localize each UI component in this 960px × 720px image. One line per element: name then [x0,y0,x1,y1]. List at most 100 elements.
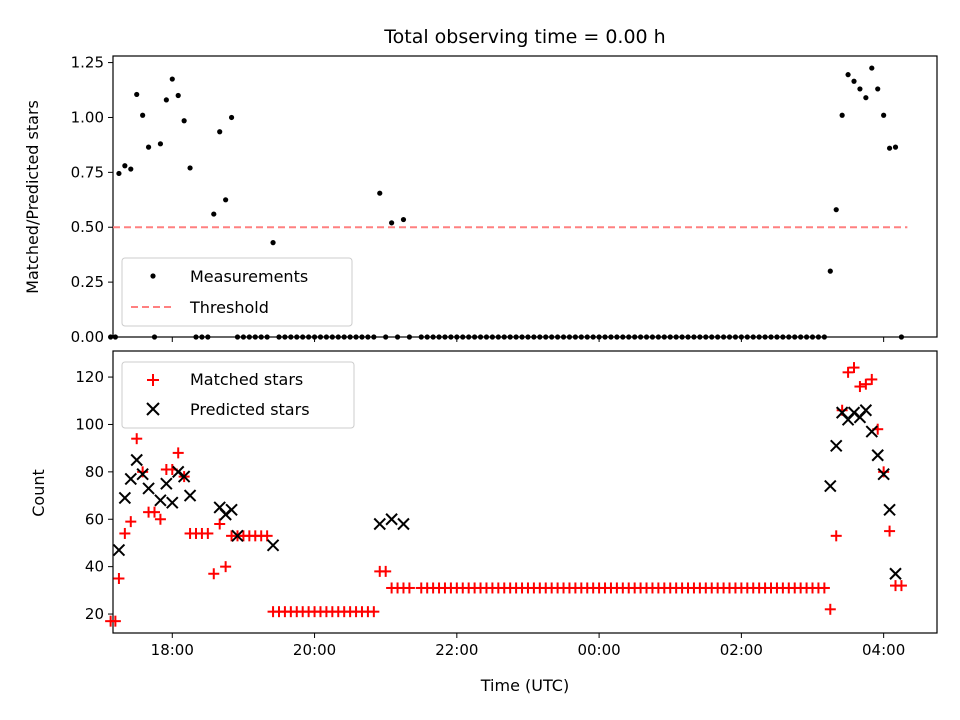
measurement-point [276,334,282,340]
measurement-point [780,334,786,340]
measurement-point [466,334,472,340]
top-y-axis-label: Matched/Predicted stars [23,100,42,294]
matched-stars-point [884,525,896,537]
measurement-point [406,334,413,340]
measurement-point [679,334,685,340]
measurement-point [584,334,590,340]
predicted-stars-point [871,449,884,462]
measurement-point [169,76,175,82]
measurement-point [112,334,118,340]
measurement-point [809,334,816,340]
measurement-point [472,334,478,340]
measurement-point [371,334,377,340]
bottom-y-tick-label: 20 [85,605,104,623]
measurement-point [489,334,495,340]
predicted-stars-point [865,425,878,438]
measurement-point [803,334,810,340]
measurement-point [477,334,484,340]
measurement-point [483,334,490,340]
matched-stars-point [261,530,273,542]
bottom-y-axis-ticks: 20 40 60 80 100 120 [75,368,113,623]
bottom-panel: Count Time (UTC) 20 40 60 80 100 120 18:00 20:… [29,350,938,695]
matched-stars-point [148,506,160,518]
legend-predicted-marker [146,402,160,416]
predicted-stars-point [889,567,902,580]
measurement-point [383,334,389,340]
top-y-tick-label: 0.00 [71,328,104,346]
measurement-point [140,112,146,118]
bottom-y-tick-label: 120 [75,368,104,386]
measurement-point [234,334,241,340]
measurement-point [460,334,466,340]
measurement-point [519,334,525,340]
measurement-point [282,334,288,340]
measurement-point [839,112,845,118]
predicted-stars-point [124,472,137,486]
predicted-stars-point [183,489,197,502]
measurement-point [436,334,442,340]
measurement-point [323,334,330,340]
matched-stars-point [403,582,415,594]
measurement-point [543,334,549,340]
measurement-point [697,334,703,340]
measurement-point [715,334,721,340]
measurement-point [205,334,211,340]
measurement-point [774,334,780,340]
measurement-point [306,334,312,340]
matched-stars-point [380,565,392,577]
measurement-point [294,334,300,340]
measurement-point [596,334,602,340]
measurement-point [726,334,733,340]
matched-stars-point [214,518,226,530]
measurement-point [590,334,596,340]
top-y-tick-label: 1.00 [71,108,104,126]
legend-measurements-label: Measurements [190,267,308,286]
measurement-point [566,334,573,340]
measurement-point [513,334,519,340]
matched-stars-point [878,466,890,478]
matched-stars-point [842,366,854,378]
bottom-x-axis-label: Time (UTC) [480,676,569,695]
matched-stars-point [109,615,121,627]
predicted-stars-point [166,496,179,509]
measurement-point [389,220,395,226]
predicted-stars-point [883,503,896,516]
bottom-plot-frame [112,350,938,634]
measurement-point [845,72,851,78]
legend-matched-marker [147,374,159,386]
measurement-point [555,334,561,340]
matched-stars-point [137,466,149,478]
measurement-point [827,268,833,274]
bottom-x-tick-label: 00:00 [577,641,620,659]
measurement-point [394,334,401,340]
legend-matched-label: Matched stars [190,370,303,389]
measurement-point [833,207,839,213]
predicted-stars-point [859,404,873,417]
measurement-point [602,334,608,340]
measurement-point [886,145,893,151]
predicted-stars-point [142,482,155,495]
measurement-point [311,334,318,340]
matched-stars-point [818,582,830,594]
measurement-point [709,334,715,340]
matched-stars-point [836,404,848,416]
measurement-point [495,334,501,340]
measurement-point [246,334,252,340]
predicted-stars-point [112,543,126,557]
measurement-point [377,190,383,196]
measurement-point [750,334,756,340]
measurement-point [738,334,744,340]
measurement-point [685,334,691,340]
legend-threshold-label: Threshold [189,298,269,317]
measurement-point [851,78,857,84]
measurement-point [270,240,276,246]
measurement-point [703,334,709,340]
measurement-point [507,334,513,340]
measurement-point [691,334,697,340]
bottom-y-tick-label: 80 [85,463,104,481]
predicted-stars-point [373,517,386,531]
matched-stars-point [848,362,860,374]
measurement-point [732,334,739,340]
bottom-x-tick-label: 20:00 [293,641,336,659]
measurement-point [792,334,798,340]
